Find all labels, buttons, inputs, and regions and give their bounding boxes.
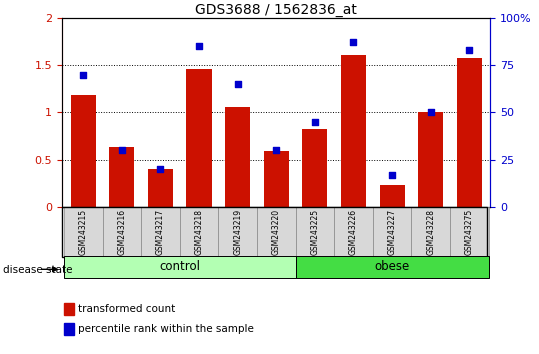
Bar (218, 207, 257, 257)
Point (310, 119, 319, 125)
Point (426, 110, 435, 115)
Point (118, 147, 126, 153)
Point (388, 172, 396, 178)
Bar (257, 207, 295, 257)
Bar (295, 207, 334, 257)
Text: GSM243217: GSM243217 (156, 209, 165, 255)
Text: GSM243218: GSM243218 (195, 209, 204, 255)
Bar (186, 69, 212, 207)
Bar (418, 113, 443, 207)
Text: control: control (159, 261, 200, 273)
Title: GDS3688 / 1562836_at: GDS3688 / 1562836_at (195, 3, 357, 17)
Bar (334, 207, 373, 257)
Point (465, 47, 474, 53)
Point (272, 147, 280, 153)
Text: GSM243228: GSM243228 (426, 209, 435, 255)
Bar (302, 130, 327, 207)
Text: transformed count: transformed count (78, 303, 176, 314)
Text: disease state: disease state (3, 265, 72, 275)
Bar (457, 58, 482, 207)
Point (79, 72, 87, 78)
Bar (64, 303, 73, 315)
Text: GSM243275: GSM243275 (465, 209, 474, 255)
Text: GSM243216: GSM243216 (118, 209, 126, 255)
Bar (264, 151, 289, 207)
Bar (141, 207, 179, 257)
Bar (102, 207, 141, 257)
Bar (71, 95, 96, 207)
Bar (64, 207, 102, 257)
Text: percentile rank within the sample: percentile rank within the sample (78, 324, 254, 334)
Point (349, 40, 358, 45)
Bar (379, 185, 405, 207)
Bar (64, 324, 73, 335)
Text: obese: obese (375, 261, 410, 273)
Text: GSM243227: GSM243227 (388, 209, 397, 255)
Text: GSM243219: GSM243219 (233, 209, 242, 255)
Point (233, 81, 242, 87)
Text: GSM243220: GSM243220 (272, 209, 281, 255)
Text: GSM243225: GSM243225 (310, 209, 319, 255)
Bar (225, 107, 250, 207)
Bar (341, 55, 366, 207)
Point (195, 43, 203, 49)
Bar (179, 207, 218, 257)
Text: GSM243215: GSM243215 (79, 209, 88, 255)
Bar (64, 256, 295, 278)
Bar (411, 207, 450, 257)
Bar (295, 256, 488, 278)
Text: GSM243226: GSM243226 (349, 209, 358, 255)
Point (156, 166, 165, 172)
Bar (109, 147, 134, 207)
Bar (148, 169, 173, 207)
Bar (373, 207, 411, 257)
Bar (450, 207, 488, 257)
